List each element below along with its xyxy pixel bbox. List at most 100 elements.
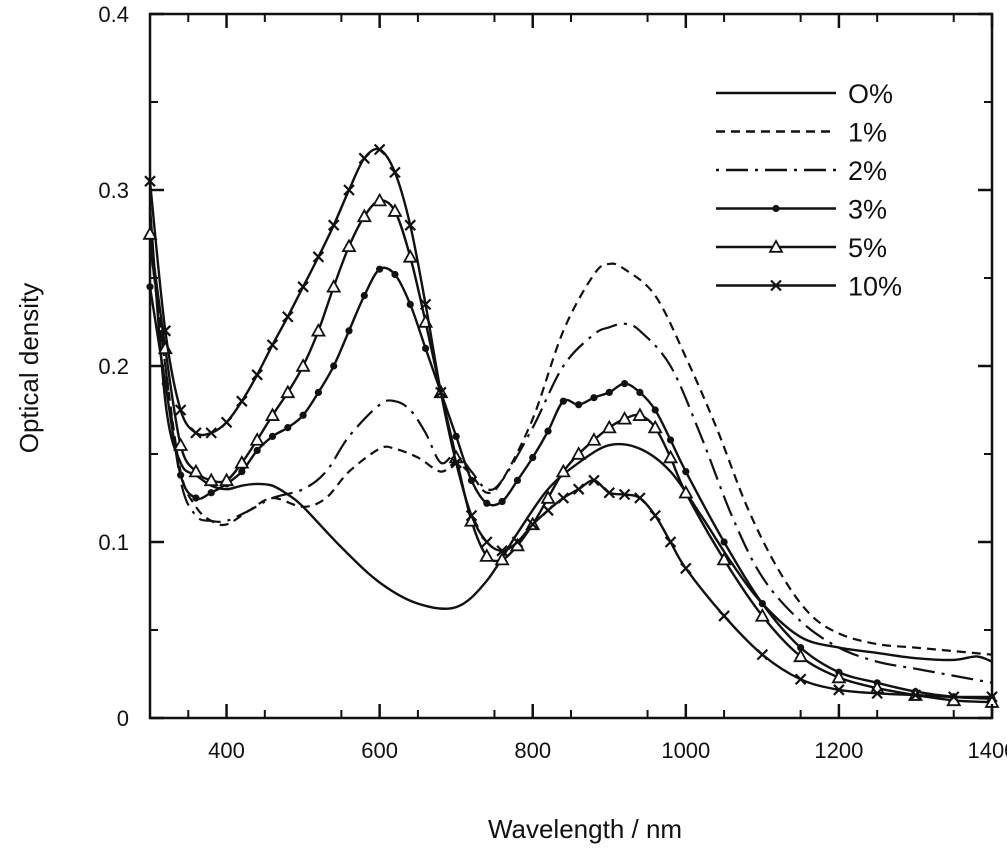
data-point bbox=[345, 327, 353, 335]
data-point bbox=[435, 386, 447, 399]
series-group bbox=[142, 143, 1000, 708]
legend-label: O% bbox=[848, 79, 893, 109]
data-point bbox=[833, 684, 845, 696]
data-point bbox=[268, 432, 277, 440]
legend-marker bbox=[768, 239, 784, 253]
data-point bbox=[794, 673, 807, 686]
data-point bbox=[312, 251, 325, 263]
data-point bbox=[496, 545, 508, 557]
data-point bbox=[142, 226, 158, 240]
data-point bbox=[406, 300, 414, 308]
data-point bbox=[718, 610, 730, 622]
data-point bbox=[571, 446, 587, 460]
data-point bbox=[327, 219, 340, 231]
data-point bbox=[173, 437, 189, 451]
series-4 bbox=[142, 192, 1000, 708]
data-point bbox=[678, 484, 694, 499]
series-5 bbox=[144, 143, 998, 703]
data-point bbox=[559, 397, 567, 405]
legend: O% 1% 2% 3% 5% 10% bbox=[716, 79, 902, 302]
x-tick-label: 1000 bbox=[661, 738, 710, 763]
data-point bbox=[909, 689, 922, 701]
data-point bbox=[651, 406, 659, 414]
data-point bbox=[498, 497, 506, 506]
data-point bbox=[666, 436, 675, 444]
data-point bbox=[647, 419, 663, 434]
data-point bbox=[391, 270, 399, 279]
data-point bbox=[284, 424, 292, 432]
legend-label: 5% bbox=[848, 233, 887, 263]
x-tick-label: 400 bbox=[208, 738, 245, 763]
series-line bbox=[148, 242, 993, 684]
data-point bbox=[756, 648, 769, 661]
y-axis-title: Optical density bbox=[14, 283, 44, 454]
data-point bbox=[161, 380, 169, 388]
data-point bbox=[419, 298, 432, 311]
y-tick-label: 0 bbox=[117, 706, 129, 731]
data-point bbox=[716, 551, 732, 566]
data-point bbox=[662, 449, 679, 464]
data-point bbox=[754, 608, 770, 622]
legend-marker bbox=[772, 204, 780, 213]
data-point bbox=[188, 463, 204, 478]
data-point bbox=[174, 404, 187, 416]
data-point bbox=[314, 388, 322, 396]
data-point bbox=[253, 446, 261, 455]
data-point bbox=[483, 499, 491, 507]
data-point bbox=[526, 518, 539, 531]
data-point bbox=[590, 394, 598, 402]
legend-marker bbox=[770, 279, 782, 292]
data-point bbox=[572, 483, 585, 495]
series-line bbox=[148, 147, 993, 699]
data-point bbox=[649, 509, 661, 522]
data-point bbox=[601, 419, 617, 434]
data-point bbox=[575, 401, 583, 409]
legend-label: 1% bbox=[848, 118, 887, 148]
data-point bbox=[358, 152, 371, 165]
series-line bbox=[148, 242, 993, 656]
data-point bbox=[831, 669, 847, 684]
data-point bbox=[680, 562, 692, 575]
data-point bbox=[282, 310, 294, 323]
legend-label: 2% bbox=[848, 156, 887, 186]
data-point bbox=[326, 278, 342, 293]
data-point bbox=[402, 249, 418, 263]
data-point bbox=[947, 691, 960, 703]
data-point bbox=[192, 494, 200, 502]
data-point bbox=[634, 492, 646, 504]
x-axis-title: Wavelength / nm bbox=[488, 814, 682, 844]
data-point bbox=[330, 362, 338, 370]
y-tick-label: 0.2 bbox=[98, 354, 129, 379]
series-1 bbox=[148, 242, 993, 656]
legend-label: 10% bbox=[848, 272, 902, 302]
data-point bbox=[236, 395, 248, 407]
data-point bbox=[544, 427, 552, 435]
data-point bbox=[618, 488, 631, 501]
data-point bbox=[494, 551, 510, 566]
data-point bbox=[372, 192, 388, 207]
data-point bbox=[146, 283, 154, 291]
data-point bbox=[452, 432, 460, 440]
data-point bbox=[467, 476, 476, 484]
data-point bbox=[404, 219, 417, 231]
data-point bbox=[636, 388, 644, 396]
data-point bbox=[376, 265, 384, 273]
data-point bbox=[389, 166, 401, 179]
data-point bbox=[871, 687, 883, 700]
data-point bbox=[144, 175, 156, 187]
data-point bbox=[758, 600, 766, 608]
x-tick-label: 1200 bbox=[814, 738, 863, 763]
data-point bbox=[540, 490, 556, 504]
data-point bbox=[341, 238, 357, 253]
data-point bbox=[299, 411, 307, 419]
data-point bbox=[588, 474, 600, 487]
data-point bbox=[219, 472, 235, 487]
data-point bbox=[205, 427, 218, 439]
data-point bbox=[450, 457, 462, 469]
data-point bbox=[387, 203, 403, 217]
data-point bbox=[251, 369, 263, 381]
data-point bbox=[605, 388, 613, 396]
